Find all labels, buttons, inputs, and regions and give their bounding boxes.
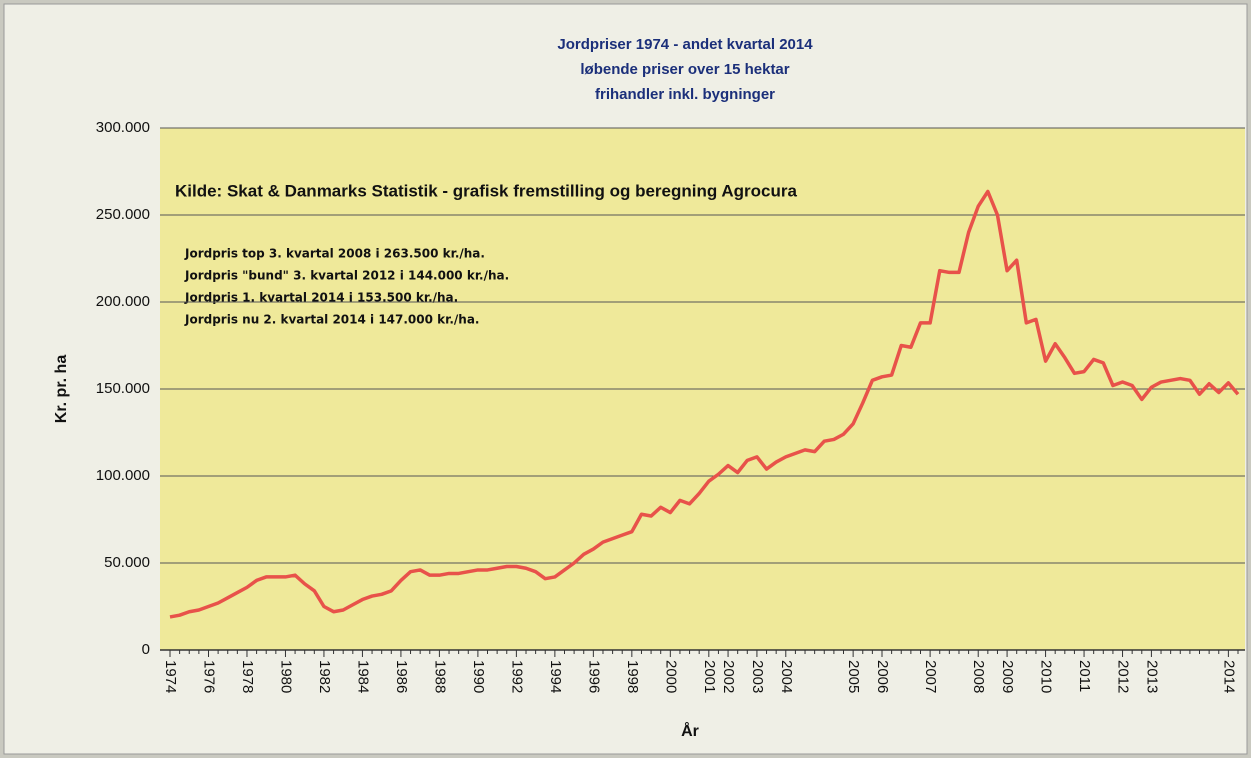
y-axis-label: Kr. pr. ha <box>53 355 70 424</box>
x-tick-label: 1998 <box>624 660 641 693</box>
x-tick-label: 2001 <box>701 660 718 693</box>
x-tick-label: 2014 <box>1220 660 1237 693</box>
y-tick-label: 50.000 <box>104 554 150 571</box>
x-tick-label: 1982 <box>316 660 333 693</box>
y-tick-label: 250.000 <box>96 206 150 223</box>
x-tick-label: 2012 <box>1115 660 1132 693</box>
x-tick-label: 1986 <box>393 660 410 693</box>
x-tick-label: 1992 <box>508 660 525 693</box>
x-tick-label: 2011 <box>1076 660 1093 692</box>
x-tick-label: 2009 <box>999 660 1016 693</box>
chart-subtitle: løbende priser over 15 hektar <box>580 61 789 78</box>
page: {"chart_data": {"type": "line", "title":… <box>0 0 1251 758</box>
x-tick-label: 2005 <box>845 660 862 693</box>
y-tick-label: 300.000 <box>96 119 150 136</box>
x-tick-label: 2000 <box>662 660 679 693</box>
y-tick-label: 200.000 <box>96 293 150 310</box>
x-tick-label: 2004 <box>778 660 795 693</box>
x-tick-label: 2010 <box>1038 660 1055 693</box>
x-tick-label: 2002 <box>720 660 737 693</box>
x-tick-label: 1988 <box>431 660 448 693</box>
x-tick-label: 2008 <box>970 660 987 693</box>
x-tick-label: 2007 <box>922 660 939 693</box>
annotation: Jordpris top 3. kvartal 2008 i 263.500 k… <box>184 247 485 261</box>
x-axis-label: År <box>681 721 699 740</box>
x-tick-label: 1978 <box>239 660 256 693</box>
x-tick-label: 1976 <box>201 660 218 693</box>
x-tick-label: 1990 <box>470 660 487 693</box>
x-tick-label: 2013 <box>1143 660 1160 693</box>
chart-subtitle: frihandler inkl. bygninger <box>595 86 775 103</box>
x-tick-label: 2006 <box>874 660 891 693</box>
x-tick-label: 1996 <box>585 660 602 693</box>
x-tick-label: 1994 <box>547 660 564 693</box>
x-tick-label: 1984 <box>354 660 371 693</box>
y-tick-label: 150.000 <box>96 380 150 397</box>
x-tick-label: 1974 <box>162 660 179 693</box>
source-note: Kilde: Skat & Danmarks Statistik - grafi… <box>175 181 797 200</box>
y-tick-label: 0 <box>142 641 150 658</box>
chart-title: Jordpriser 1974 - andet kvartal 2014 <box>557 36 813 53</box>
x-tick-label: 1980 <box>277 660 294 693</box>
annotation: Jordpris "bund" 3. kvartal 2012 i 144.00… <box>184 269 509 283</box>
chart: Jordpriser 1974 - andet kvartal 2014 løb… <box>0 0 1251 758</box>
x-tick-label: 2003 <box>749 660 766 693</box>
annotation: Jordpris nu 2. kvartal 2014 i 147.000 kr… <box>184 313 479 327</box>
y-tick-label: 100.000 <box>96 467 150 484</box>
